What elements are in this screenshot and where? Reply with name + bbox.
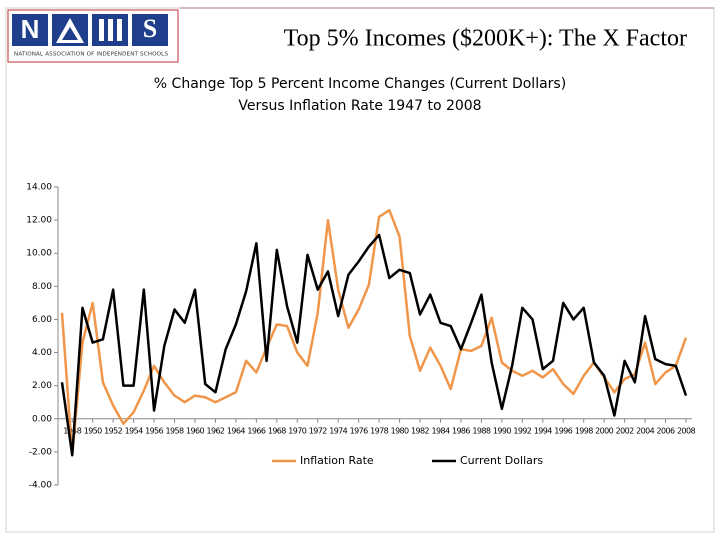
logo-bar [99,19,104,41]
x-tick-label: 1956 [145,426,163,435]
logo-caption: NATIONAL ASSOCIATION OF INDEPENDENT SCHO… [14,52,168,58]
y-tick-label: 6.00 [32,315,52,325]
x-tick-label: 1978 [370,426,388,435]
x-tick-label: 1950 [84,426,102,435]
series-line [60,208,688,457]
chart-title: % Change Top 5 Percent Income Changes (C… [154,76,566,92]
x-tick-label: 1992 [513,426,531,435]
logo-block [132,14,168,46]
x-tick-label: 1954 [125,426,143,435]
x-tick-label: 1996 [554,426,572,435]
x-tick-label: 1998 [575,426,593,435]
logo: N S NATIONAL ASSOCIATION OF INDEPENDENT … [7,9,179,63]
x-tick-label: 1986 [452,426,470,435]
x-tick-label: 2006 [657,426,675,435]
logo-bar [108,19,113,41]
x-tick-label: 1976 [350,426,368,435]
x-tick-label: 1962 [206,426,224,435]
logo-bar [117,19,122,41]
x-tick-label: 1988 [472,426,490,435]
x-tick-label: 2004 [636,426,654,435]
x-tick-label: 1974 [329,426,347,435]
y-tick-label: 12.00 [26,216,52,226]
logo-block [12,14,48,46]
logo-triangle-inner [62,27,78,40]
y-tick-label: 0.00 [32,414,52,424]
y-tick-label: -2.00 [29,447,53,457]
series-line [60,233,688,457]
x-tick-label: 1960 [186,426,204,435]
legend-label: Inflation Rate [300,454,374,467]
logo-letter: N [21,14,40,44]
x-tick-label: 1968 [268,426,286,435]
x-tick-label: 1970 [288,426,306,435]
x-tick-label: 2002 [616,426,634,435]
y-tick-label: 10.00 [26,249,52,259]
chart-title: Versus Inflation Rate 1947 to 2008 [238,98,481,114]
x-tick-label: 1980 [391,426,409,435]
x-tick-label: 1964 [227,426,245,435]
legend-label: Current Dollars [460,454,543,467]
y-tick-label: 14.00 [26,183,52,193]
x-tick-label: 1952 [104,426,122,435]
logo-letter: S [143,14,157,43]
y-tick-label: -4.00 [29,481,53,491]
x-tick-label: 1994 [534,426,552,435]
x-tick-label: 1982 [411,426,429,435]
x-tick-label: 1990 [493,426,511,435]
y-tick-label: 2.00 [32,381,52,391]
slide-title: Top 5% Incomes ($200K+): The X Factor [284,26,687,52]
x-tick-label: 2008 [677,426,695,435]
x-tick-label: 1958 [166,426,184,435]
x-tick-label: 1984 [432,426,450,435]
x-tick-label: 2000 [595,426,613,435]
plot: -4.00 -2.00 0.00 2.00 4.00 6.00 8.00 10.00 12.00… [26,183,696,491]
y-tick-label: 4.00 [32,348,52,358]
x-tick-label: 1966 [247,426,265,435]
y-tick-label: 8.00 [32,282,52,292]
x-tick-label: 1972 [309,426,327,435]
